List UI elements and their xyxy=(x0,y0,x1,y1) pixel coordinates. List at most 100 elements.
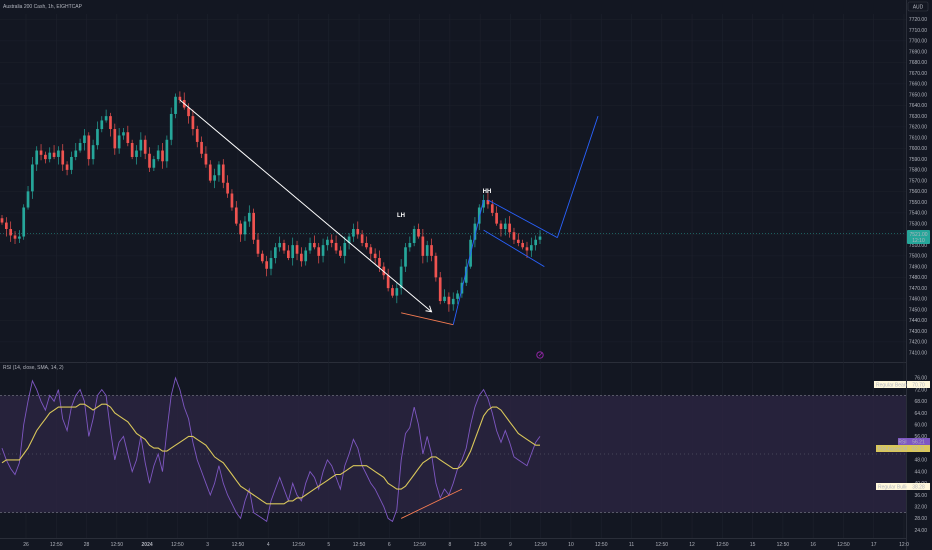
time-tick-label: 9 xyxy=(509,542,512,548)
candle-body xyxy=(339,250,342,256)
alert-marker-icon[interactable] xyxy=(536,351,544,359)
price-tick-label: 7570.00 xyxy=(909,178,927,184)
time-tick-label: 2024 xyxy=(142,542,153,548)
candle-body xyxy=(282,242,286,251)
candle-body xyxy=(265,261,269,269)
candle-body xyxy=(169,113,173,140)
candle-body xyxy=(161,150,164,162)
rsi-tick-label: 64.00 xyxy=(914,411,927,417)
candle-body xyxy=(208,164,212,181)
drawings-layer[interactable] xyxy=(179,99,599,519)
candle-body xyxy=(78,143,82,151)
candle-body xyxy=(156,150,160,160)
last-price-tag: 7521.00 12:10 xyxy=(907,230,930,244)
candle-body xyxy=(204,153,208,165)
bearish-label: Regular Bearish xyxy=(876,383,912,389)
rsi-ma-value: 52.71 xyxy=(912,447,925,453)
time-tick-label: 12:0 xyxy=(899,542,909,548)
time-tick-label: 12:50 xyxy=(595,542,608,548)
candle-body xyxy=(191,116,195,130)
candle-body xyxy=(243,221,247,235)
price-tick-label: 7720.00 xyxy=(909,17,927,23)
price-tick-label: 7700.00 xyxy=(909,39,927,45)
candle-body xyxy=(122,132,125,136)
symbol-title: Australia 200 Cash, 1h, EIGHTCAP xyxy=(3,4,83,10)
bullish-value: 38.28 xyxy=(912,485,925,491)
candle-body xyxy=(221,164,225,183)
price-tick-label: 7590.00 xyxy=(909,157,927,163)
candle-body xyxy=(126,132,130,143)
candles-layer xyxy=(0,91,542,312)
candle-body xyxy=(477,207,481,224)
price-tick-label: 7440.00 xyxy=(909,318,927,324)
price-tick-label: 7620.00 xyxy=(909,125,927,131)
rsi-ma-tag: RSI-based MA 52.71 xyxy=(876,445,930,453)
candle-body xyxy=(148,153,151,168)
rsi-ma-tag-text: RSI-based MA xyxy=(878,447,911,453)
candle-body xyxy=(152,159,156,168)
candle-body xyxy=(230,193,234,208)
rsi-tag-text: RSI xyxy=(898,440,906,446)
rsi-tick-label: 32.00 xyxy=(914,505,927,511)
candle-body xyxy=(434,255,438,278)
time-tick-label: 15 xyxy=(750,542,756,548)
candle-body xyxy=(447,296,451,305)
candle-body xyxy=(113,129,117,149)
candle-body xyxy=(31,164,34,192)
rsi-value: 56.21 xyxy=(912,440,925,446)
currency-label: AUD xyxy=(913,5,924,11)
candle-body xyxy=(217,164,221,176)
candle-body xyxy=(52,152,56,157)
candle-body xyxy=(391,288,394,296)
candle-body xyxy=(386,275,390,289)
time-axis[interactable]: 26 12:50 28 12:50 2024 12:50 3 12:50 4 12:50 5 12:5… xyxy=(23,542,909,548)
rsi-band xyxy=(0,395,906,513)
price-tick-label: 7490.00 xyxy=(909,264,927,270)
candle-body xyxy=(525,247,529,251)
candle-body xyxy=(273,247,277,259)
rsi-tick-label: 76.00 xyxy=(914,376,927,382)
candle-body xyxy=(512,232,516,240)
candle-body xyxy=(356,229,360,235)
price-tick-label: 7450.00 xyxy=(909,307,927,313)
price-axis-border xyxy=(906,0,907,550)
candle-body xyxy=(304,250,308,262)
time-tick-label: 5 xyxy=(327,542,330,548)
bearish-tag: Regular Bearish 70.70 xyxy=(874,381,930,389)
bullish-tag: Regular Bullish 38.28 xyxy=(876,483,930,491)
bullish-label: Regular Bullish xyxy=(878,485,912,491)
candle-body xyxy=(269,258,273,269)
candle-body xyxy=(486,199,490,205)
currency-box[interactable] xyxy=(907,1,929,12)
impulse-up-line xyxy=(452,199,485,325)
time-tick-label: 8 xyxy=(448,542,451,548)
candle-body xyxy=(117,135,121,149)
time-tick-label: 12 xyxy=(689,542,695,548)
rsi-value-tag: RSI 56.21 xyxy=(898,438,930,446)
candle-body xyxy=(430,245,433,256)
channel-upper-line xyxy=(487,199,558,238)
time-axis-border xyxy=(0,538,906,539)
projection-line xyxy=(556,115,599,238)
rsi-title: RSI (14, close, SMA, 14, 2) xyxy=(3,365,64,371)
candle-body xyxy=(343,242,347,256)
candle-body xyxy=(165,139,169,162)
trend-arrow xyxy=(179,99,432,313)
candle-body xyxy=(421,236,425,256)
candle-body xyxy=(334,242,338,251)
time-tick-label: 6 xyxy=(388,542,391,548)
price-tick-label: 7580.00 xyxy=(909,168,927,174)
candle-body xyxy=(499,223,503,229)
candle-body xyxy=(74,150,78,157)
candle-body xyxy=(174,96,177,114)
lh-label: LH xyxy=(397,213,405,219)
candle-body xyxy=(503,223,507,229)
time-tick-label: 12:50 xyxy=(232,542,245,548)
candle-body xyxy=(104,116,108,121)
candle-body xyxy=(495,212,498,224)
candle-body xyxy=(48,152,52,160)
rsi-tick-label: 24.00 xyxy=(914,528,927,534)
candle-body xyxy=(9,229,13,236)
time-tick-label: 12:50 xyxy=(534,542,547,548)
